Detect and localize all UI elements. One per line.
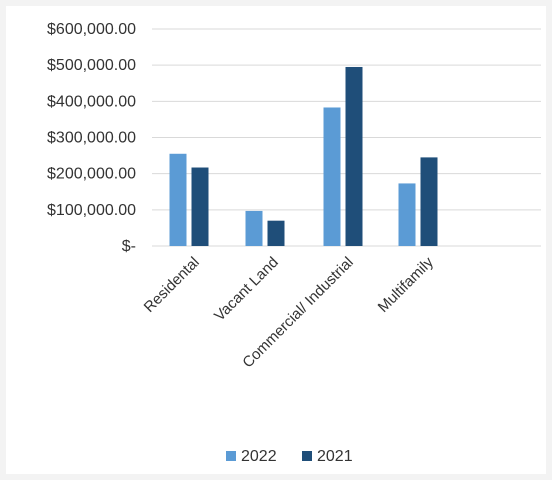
bar-2022-3 — [398, 183, 416, 246]
x-category-label: Residental — [141, 254, 203, 316]
legend-swatch-2022 — [226, 451, 236, 461]
x-category-label: Vacant Land — [211, 254, 282, 325]
y-tick-label: $100,000.00 — [47, 202, 136, 219]
bar-2021-3 — [420, 157, 438, 246]
bar-2022-1 — [245, 210, 263, 246]
legend-swatch-2021 — [302, 451, 312, 461]
bar-2022-2 — [323, 107, 341, 247]
y-tick-label: $- — [122, 238, 136, 255]
legend-label: 2022 — [241, 448, 277, 465]
y-tick-label: $200,000.00 — [47, 166, 136, 183]
y-tick-label: $500,000.00 — [47, 57, 136, 74]
y-tick-label: $400,000.00 — [47, 93, 136, 110]
y-tick-label: $300,000.00 — [47, 130, 136, 147]
legend-label: 2021 — [317, 448, 353, 465]
bar-2021-1 — [267, 220, 285, 246]
x-category-label: Multifamily — [375, 253, 437, 315]
bar-2021-2 — [345, 66, 363, 246]
y-tick-label: $600,000.00 — [47, 21, 136, 38]
bar-2022-0 — [169, 153, 187, 246]
bar-2021-0 — [191, 167, 209, 246]
